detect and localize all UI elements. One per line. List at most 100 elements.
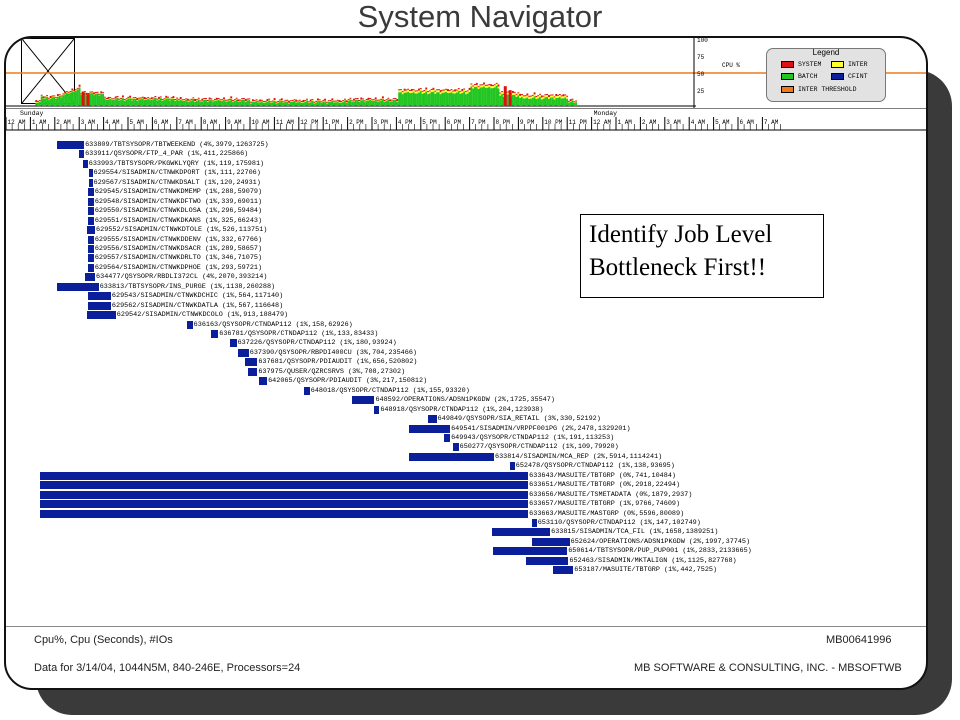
cpu-stack-segment	[497, 86, 500, 89]
cpu-stack-segment	[430, 91, 433, 106]
cpu-stack-segment	[450, 90, 453, 93]
cpu-stack-segment	[549, 97, 552, 106]
cpu-stack-segment	[73, 105, 76, 106]
cpu-stack-segment	[80, 94, 83, 96]
cpu-stack-segment	[264, 101, 267, 103]
cpu-stack-segment	[520, 97, 523, 106]
cpu-stack-segment	[381, 96, 384, 99]
cpu-stack-segment	[306, 99, 309, 101]
cpu-stack-segment	[327, 105, 330, 106]
cpu-stack-segment	[405, 90, 408, 93]
cpu-stack-segment	[270, 102, 272, 106]
job-row: 652463/SISADMIN/MKTALIGN (1%,1125,827768…	[6, 556, 926, 566]
hour-tick-label: 1 AM	[32, 119, 47, 126]
job-gantt: 633809/TBTSYSOPR/TBTWEEKEND (4%,3979,126…	[6, 140, 926, 625]
cpu-stack-segment	[266, 101, 269, 102]
cpu-stack-segment	[279, 99, 281, 101]
cpu-stack-segment	[448, 92, 451, 106]
cpu-stack-segment	[127, 98, 130, 106]
cpu-stack-segment	[455, 90, 458, 93]
cpu-stack-segment	[298, 100, 301, 102]
cpu-stack-segment	[555, 97, 558, 106]
cpu-stack-segment	[197, 97, 200, 99]
job-label: 637681/QSYSOPR/PDIAUDIT (1%,656,520802)	[258, 358, 418, 367]
job-label: 629557/SISADMIN/CTNWKDRLTO (1%,346,71075…	[94, 254, 263, 263]
cpu-stack-segment	[360, 97, 363, 100]
cpu-stack-segment	[288, 100, 290, 103]
cpu-stack-segment	[91, 93, 94, 106]
cpu-stack-segment	[390, 99, 393, 101]
cpu-stack-segment	[396, 100, 399, 102]
cpu-stack-segment	[49, 97, 52, 99]
cpu-stack-segment	[224, 99, 227, 101]
cpu-stack-segment	[441, 89, 444, 91]
cpu-stack-segment	[371, 100, 374, 106]
hour-tick-label: 9 PM	[520, 119, 535, 126]
cpu-stack-segment	[354, 99, 357, 106]
cpu-stack-segment	[318, 100, 321, 106]
cpu-stack-segment	[228, 99, 231, 101]
cpu-stack-segment	[403, 105, 406, 106]
cpu-stack-segment	[170, 97, 173, 99]
cpu-stack-segment	[255, 100, 258, 106]
cpu-stack-segment	[176, 97, 179, 99]
cpu-stack-segment	[192, 97, 195, 99]
cpu-stack-segment	[535, 97, 538, 100]
cpu-stack-segment	[251, 105, 254, 106]
cpu-stack-segment	[251, 101, 254, 102]
cpu-stack-segment	[266, 99, 269, 102]
cpu-stack-segment	[316, 101, 319, 106]
cpu-stack-segment	[242, 99, 245, 100]
cpu-stack-segment	[515, 96, 518, 106]
cpu-stack-segment	[132, 98, 135, 99]
cpu-stack-segment	[150, 99, 153, 106]
cpu-stack-segment	[392, 99, 395, 100]
cpu-stack-segment	[412, 92, 415, 106]
cpu-stack-segment	[571, 99, 574, 101]
cpu-stack-segment	[531, 94, 534, 96]
cpu-stack-segment	[344, 105, 346, 106]
cpu-stack-segment	[528, 96, 531, 99]
cpu-stack-segment	[89, 91, 92, 93]
cpu-stack-segment	[62, 105, 65, 106]
cpu-stack-segment	[446, 105, 449, 106]
cpu-stack-segment	[51, 95, 54, 97]
cpu-stack-segment	[282, 102, 285, 103]
cpu-stack-segment	[374, 100, 377, 106]
job-duration-bar	[87, 216, 94, 225]
cpu-stack-segment	[47, 98, 50, 100]
cpu-stack-segment	[288, 103, 290, 106]
cpu-stack-segment	[233, 100, 236, 101]
cpu-stack-segment	[369, 99, 372, 100]
job-label: 652624/OPERATIONS/ADSN1PKGDW (2%,1997,37…	[570, 537, 751, 546]
cpu-stack-segment	[55, 98, 58, 106]
cpu-stack-segment	[183, 100, 186, 106]
cpu-stack-segment	[185, 100, 188, 106]
cpu-stack-segment	[35, 102, 38, 103]
cpu-stack-segment	[414, 91, 417, 94]
cpu-stack-segment	[80, 95, 83, 106]
cpu-stack-segment	[55, 98, 58, 99]
cpu-stack-segment	[349, 105, 352, 106]
cpu-stack-segment	[38, 100, 41, 102]
cpu-stack-segment	[208, 99, 211, 101]
cpu-stack-segment	[172, 96, 175, 99]
job-duration-bar	[40, 490, 529, 499]
cpu-stack-segment	[237, 101, 240, 103]
cpu-stack-segment	[273, 100, 276, 106]
cpu-stack-segment	[140, 97, 142, 99]
cpu-stack-segment	[60, 97, 63, 106]
hour-tick-label: 9 AM	[227, 119, 242, 126]
cpu-stack-segment	[277, 102, 280, 106]
cpu-stack-segment	[89, 93, 92, 106]
cpu-stack-segment	[378, 101, 381, 106]
cpu-stack-segment	[114, 96, 117, 99]
cpu-stack-segment	[306, 100, 309, 106]
cpu-stack-segment	[190, 99, 193, 101]
cpu-stack-segment	[150, 99, 153, 100]
cpu-stack-segment	[181, 100, 184, 106]
cpu-stack-segment	[522, 96, 525, 99]
cpu-stack-segment	[387, 105, 390, 106]
job-duration-bar	[87, 301, 111, 310]
job-row: 629567/SISADMIN/CTNWKDSALT (1%,120,24931…	[6, 178, 926, 188]
